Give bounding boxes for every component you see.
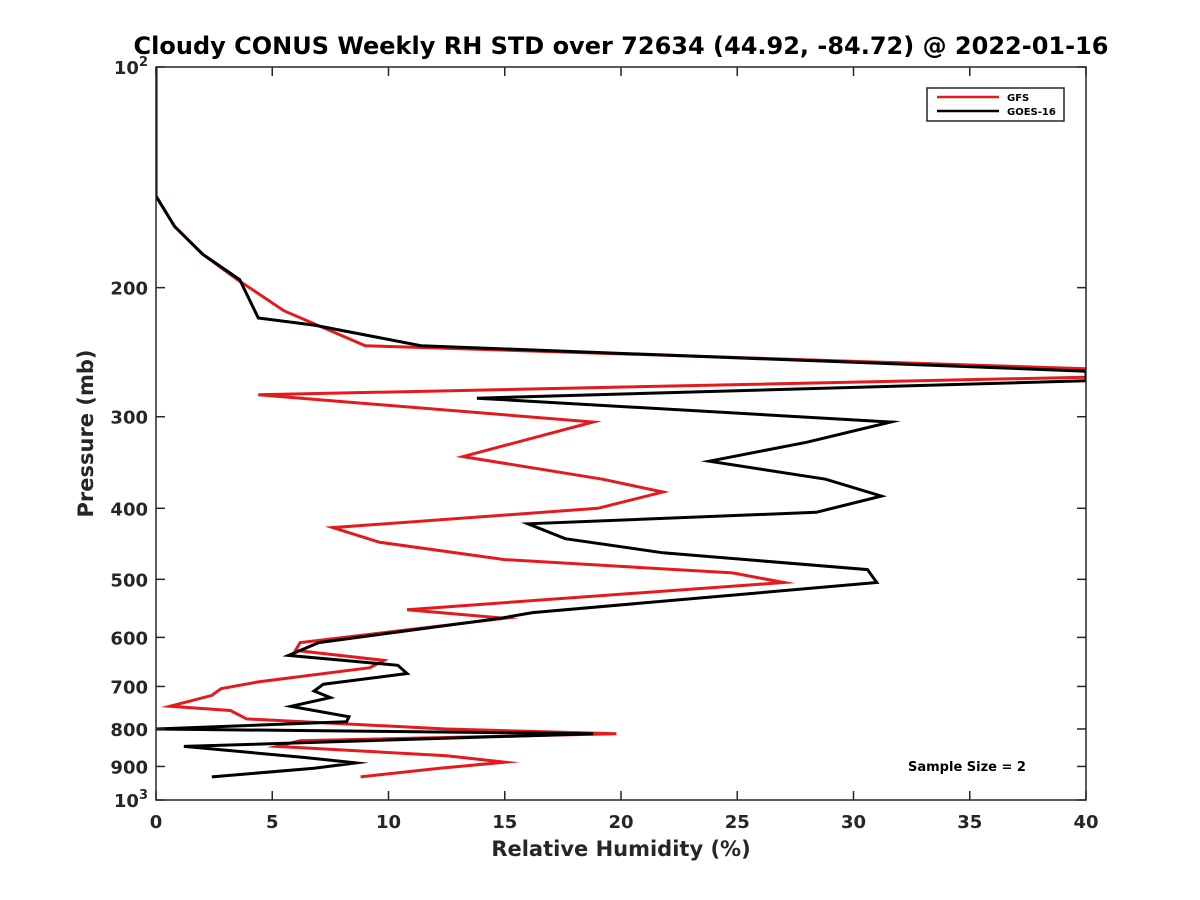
series-line-goes-16 [156,67,1086,779]
plot-lines [156,67,1086,779]
x-tick-label: 15 [492,812,517,833]
y-tick-label: 500 [110,570,148,591]
legend-entry-label: GFS [1007,93,1029,104]
y-axis-label: Pressure (mb) [74,350,98,518]
legend-box [926,87,1065,122]
x-tick-label: 5 [266,812,279,833]
y-tick-label: 800 [110,720,148,741]
chart-title: Cloudy CONUS Weekly RH STD over 72634 (4… [134,32,1109,60]
x-tick-label: 25 [725,812,750,833]
y-axis-ticks: 200 300 400 500 600 700 800 900 102 103 [110,55,1086,812]
y-tick-label-power: 102 [114,55,148,79]
x-tick-label: 30 [841,812,866,833]
y-tick-label: 600 [110,628,148,649]
y-tick-label: 900 [110,757,148,778]
y-tick-label: 400 [110,499,148,520]
y-tick-label: 200 [110,279,148,300]
series-line-gfs [156,67,1086,779]
legend-entry-label: GOES-16 [1007,107,1056,118]
x-axis-ticks: 0 5 10 15 20 25 30 35 40 [150,67,1099,833]
plot-axes-box [155,66,1087,801]
y-tick-label: 700 [110,677,148,698]
x-tick-label: 35 [957,812,982,833]
legend: GFS GOES-16 [926,87,1065,122]
y-tick-label-power: 103 [114,788,148,812]
x-tick-label: 10 [376,812,401,833]
x-tick-label: 40 [1073,812,1098,833]
y-tick-label: 300 [110,408,148,429]
x-tick-label: 20 [608,812,633,833]
x-tick-label: 0 [150,812,163,833]
sample-size-annotation: Sample Size = 2 [908,760,1026,775]
x-axis-label: Relative Humidity (%) [491,837,750,861]
